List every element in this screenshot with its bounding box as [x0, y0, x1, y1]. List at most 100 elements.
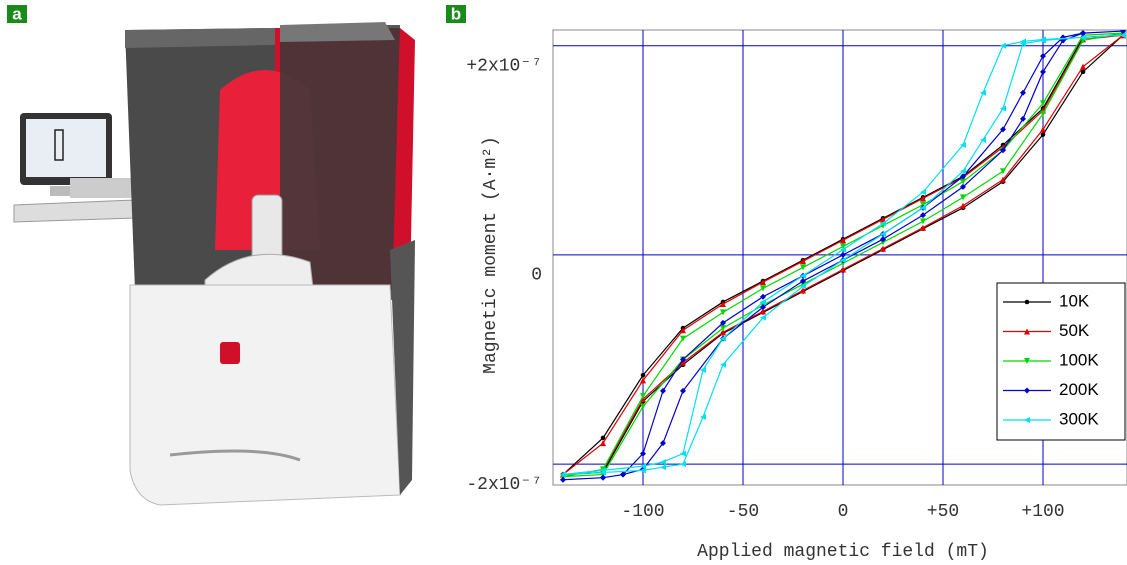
marker: [920, 212, 926, 219]
marker: [960, 173, 966, 180]
marker: [760, 279, 766, 286]
marker: [720, 335, 726, 342]
marker: [560, 471, 566, 478]
legend-label: 10K: [1059, 291, 1090, 310]
marker: [980, 136, 986, 143]
instrument-illustration: [13, 22, 415, 506]
marker: [640, 450, 646, 457]
marker: [680, 387, 686, 394]
marker: [640, 463, 646, 470]
marker: [1020, 40, 1026, 47]
marker: [660, 464, 666, 471]
legend-marker: [1024, 299, 1030, 305]
marker: [800, 272, 806, 279]
x-tick-label: +50: [927, 502, 959, 522]
marker: [1040, 68, 1046, 75]
marker: [640, 377, 646, 384]
marker: [760, 304, 766, 311]
marker: [1000, 176, 1006, 183]
marker: [920, 218, 926, 225]
y-tick-label: -2x10⁻⁷: [466, 475, 542, 495]
legend: 10K 50K 100K 200K 300K: [996, 282, 1126, 441]
marker: [840, 266, 846, 273]
x-axis-label: Applied magnetic field (mT): [697, 542, 989, 562]
marker: [700, 366, 706, 373]
x-tick-label: 0: [838, 502, 849, 522]
marker: [560, 476, 566, 483]
marker: [720, 361, 726, 368]
marker: [800, 287, 806, 294]
marker: [680, 327, 686, 334]
marker: [760, 285, 766, 292]
marker: [880, 220, 886, 227]
marker: [880, 245, 886, 252]
marker: [720, 325, 726, 332]
marker: [800, 278, 806, 285]
marker: [960, 168, 966, 175]
marker: [880, 216, 886, 223]
legend-marker: [1024, 358, 1030, 364]
marker: [1040, 37, 1046, 44]
panel-label-box: [446, 5, 466, 23]
marker: [1000, 105, 1006, 112]
marker: [640, 396, 646, 403]
marker: [1000, 168, 1006, 175]
marker: [760, 298, 766, 305]
legend-marker: [1024, 387, 1030, 394]
marker: [1000, 126, 1006, 133]
marker: [760, 293, 766, 300]
y-tick-label: 0: [531, 266, 542, 286]
plot-series: [560, 30, 1126, 483]
marker: [840, 257, 846, 264]
marker: [960, 178, 966, 185]
marker: [600, 469, 606, 476]
marker: [600, 440, 606, 447]
marker: [1080, 69, 1086, 75]
marker: [680, 356, 686, 363]
y-axis-label: Magnetic moment (A·m²): [481, 136, 501, 374]
marker: [880, 239, 886, 246]
marker: [620, 471, 626, 478]
marker: [1000, 147, 1006, 154]
panel-label: a: [12, 4, 22, 23]
marker: [680, 450, 686, 457]
marker: [1080, 63, 1086, 70]
marker: [1080, 30, 1086, 37]
marker: [600, 474, 606, 481]
legend-label: 300K: [1059, 409, 1099, 428]
marker: [840, 237, 846, 244]
marker: [920, 195, 926, 202]
marker: [880, 230, 886, 237]
marker: [920, 189, 926, 196]
marker: [840, 243, 846, 250]
marker: [680, 359, 686, 366]
marker: [640, 467, 646, 474]
marker: [720, 309, 726, 316]
marker: [1080, 34, 1086, 41]
legend-marker: [1024, 328, 1030, 335]
marker: [660, 458, 666, 465]
marker: [1040, 126, 1046, 133]
marker: [800, 283, 806, 290]
marker: [1020, 115, 1026, 122]
monitor-screen: [26, 119, 106, 177]
legend-label: 50K: [1059, 321, 1090, 340]
y-tick-label: +2x10⁻⁷: [466, 56, 542, 76]
right-door: [280, 25, 400, 300]
marker: [920, 224, 926, 231]
marker: [1040, 132, 1046, 137]
marker: [840, 251, 846, 258]
marker: [760, 308, 766, 315]
marker: [640, 393, 646, 400]
marker: [980, 89, 986, 96]
marker: [960, 194, 966, 201]
keyboard-shelf: [13, 199, 136, 223]
marker: [720, 329, 726, 336]
marker: [1120, 30, 1126, 35]
legend-marker: [1024, 417, 1030, 423]
marker: [960, 202, 966, 209]
legend-label: 100K: [1059, 350, 1099, 369]
x-tick-label: -50: [727, 502, 759, 522]
legend-label: 200K: [1059, 380, 1099, 399]
